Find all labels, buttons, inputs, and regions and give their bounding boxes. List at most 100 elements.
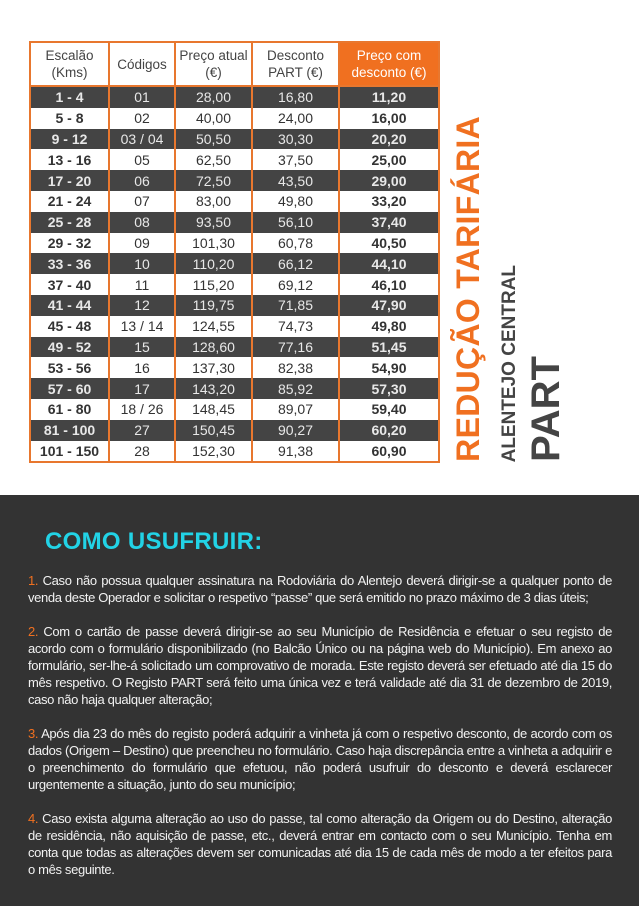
cell-codigo: 07	[108, 190, 176, 212]
instructions-section	[0, 495, 639, 906]
cell-escalao: 5 - 8	[29, 107, 110, 129]
cell-preco-com-desconto: 57,30	[338, 378, 440, 399]
cell-codigo: 08	[108, 211, 176, 233]
table-row: 53 - 56 16 137,30 82,38 54,90	[29, 357, 440, 379]
header-escalao: Escalão (Kms)	[29, 42, 110, 87]
table-row: 49 - 52 15 128,60 77,16 51,45	[29, 336, 440, 358]
cell-codigo: 13 / 14	[108, 315, 176, 337]
title-reducao-tarifaria: REDUÇÃO TARIFÁRIA	[450, 116, 486, 462]
cell-preco-atual: 62,50	[174, 149, 253, 171]
cell-preco-atual: 93,50	[174, 211, 253, 233]
item-text: Após dia 23 do mês do registo poderá adq…	[28, 726, 612, 792]
cell-desconto: 60,78	[251, 232, 340, 254]
instruction-item-1: 1. Caso não possua qualquer assinatura n…	[28, 572, 612, 606]
cell-preco-com-desconto: 60,90	[338, 440, 440, 463]
cell-preco-com-desconto: 51,45	[338, 336, 440, 358]
cell-preco-atual: 115,20	[174, 274, 253, 295]
cell-preco-com-desconto: 47,90	[338, 294, 440, 316]
cell-codigo: 15	[108, 336, 176, 358]
cell-preco-com-desconto: 60,20	[338, 419, 440, 441]
cell-preco-atual: 110,20	[174, 253, 253, 275]
cell-preco-com-desconto: 37,40	[338, 211, 440, 233]
item-text: Caso não possua qualquer assinatura na R…	[28, 573, 612, 605]
cell-escalao: 17 - 20	[29, 170, 110, 191]
cell-escalao: 61 - 80	[29, 398, 110, 420]
cell-preco-com-desconto: 29,00	[338, 170, 440, 191]
table-row: 25 - 28 08 93,50 56,10 37,40	[29, 211, 440, 233]
table-row: 5 - 8 02 40,00 24,00 16,00	[29, 107, 440, 129]
cell-codigo: 11	[108, 274, 176, 295]
cell-escalao: 25 - 28	[29, 211, 110, 233]
cell-codigo: 05	[108, 149, 176, 171]
cell-escalao: 37 - 40	[29, 274, 110, 295]
header-preco-atual: Preço atual (€)	[174, 42, 253, 87]
cell-desconto: 43,50	[251, 170, 340, 191]
cell-escalao: 81 - 100	[29, 419, 110, 441]
cell-preco-com-desconto: 20,20	[338, 128, 440, 150]
cell-escalao: 21 - 24	[29, 190, 110, 212]
cell-preco-atual: 128,60	[174, 336, 253, 358]
cell-desconto: 89,07	[251, 398, 340, 420]
cell-codigo: 06	[108, 170, 176, 191]
item-text: Caso exista alguma alteração ao uso do p…	[28, 811, 612, 877]
table-row: 81 - 100 27 150,45 90,27 60,20	[29, 419, 440, 441]
header-codigos: Códigos	[108, 42, 176, 87]
table-row: 9 - 12 03 / 04 50,50 30,30 20,20	[29, 128, 440, 150]
cell-desconto: 37,50	[251, 149, 340, 171]
item-number: 4.	[28, 811, 39, 826]
cell-codigo: 17	[108, 378, 176, 399]
cell-preco-atual: 148,45	[174, 398, 253, 420]
header-desconto: Desconto PART (€)	[251, 42, 340, 87]
table-row: 29 - 32 09 101,30 60,78 40,50	[29, 232, 440, 254]
cell-desconto: 85,92	[251, 378, 340, 399]
item-number: 1.	[28, 573, 39, 588]
cell-preco-com-desconto: 59,40	[338, 398, 440, 420]
cell-preco-atual: 40,00	[174, 107, 253, 129]
item-number: 2.	[28, 624, 39, 639]
title-part: PART	[524, 356, 568, 462]
instruction-item-2: 2. Com o cartão de passe deverá dirigir-…	[28, 623, 612, 708]
cell-codigo: 01	[108, 86, 176, 108]
cell-codigo: 28	[108, 440, 176, 463]
cell-preco-atual: 28,00	[174, 86, 253, 108]
cell-desconto: 66,12	[251, 253, 340, 275]
cell-preco-com-desconto: 11,20	[338, 86, 440, 108]
table-row: 13 - 16 05 62,50 37,50 25,00	[29, 149, 440, 171]
table-row: 101 - 150 28 152,30 91,38 60,90	[29, 440, 440, 463]
cell-desconto: 69,12	[251, 274, 340, 295]
cell-codigo: 27	[108, 419, 176, 441]
cell-escalao: 41 - 44	[29, 294, 110, 316]
table-body: 1 - 4 01 28,00 16,80 11,20 5 - 8 02 40,00 24,00 1…	[29, 86, 440, 463]
cell-desconto: 74,73	[251, 315, 340, 337]
cell-escalao: 1 - 4	[29, 86, 110, 108]
cell-escalao: 13 - 16	[29, 149, 110, 171]
cell-preco-atual: 83,00	[174, 190, 253, 212]
cell-desconto: 56,10	[251, 211, 340, 233]
cell-desconto: 71,85	[251, 294, 340, 316]
cell-desconto: 49,80	[251, 190, 340, 212]
cell-desconto: 82,38	[251, 357, 340, 379]
cell-escalao: 33 - 36	[29, 253, 110, 275]
cell-codigo: 10	[108, 253, 176, 275]
cell-preco-atual: 50,50	[174, 128, 253, 150]
table-row: 17 - 20 06 72,50 43,50 29,00	[29, 170, 440, 191]
cell-escalao: 49 - 52	[29, 336, 110, 358]
item-number: 3.	[28, 726, 39, 741]
subtitle-alentejo-central: ALENTEJO CENTRAL	[499, 264, 520, 462]
cell-preco-atual: 119,75	[174, 294, 253, 316]
price-table: Escalão (Kms) Códigos Preço atual (€) De…	[29, 41, 440, 464]
item-text: Com o cartão de passe deverá dirigir-se …	[28, 624, 612, 707]
cell-escalao: 45 - 48	[29, 315, 110, 337]
cell-preco-com-desconto: 46,10	[338, 274, 440, 295]
cell-preco-com-desconto: 16,00	[338, 107, 440, 129]
cell-codigo: 09	[108, 232, 176, 254]
table-header-row: Escalão (Kms) Códigos Preço atual (€) De…	[29, 42, 440, 87]
how-to-title: COMO USUFRUIR:	[45, 528, 263, 555]
cell-desconto: 77,16	[251, 336, 340, 358]
cell-preco-atual: 124,55	[174, 315, 253, 337]
table-row: 57 - 60 17 143,20 85,92 57,30	[29, 378, 440, 399]
cell-escalao: 53 - 56	[29, 357, 110, 379]
cell-escalao: 9 - 12	[29, 128, 110, 150]
cell-desconto: 24,00	[251, 107, 340, 129]
cell-codigo: 03 / 04	[108, 128, 176, 150]
